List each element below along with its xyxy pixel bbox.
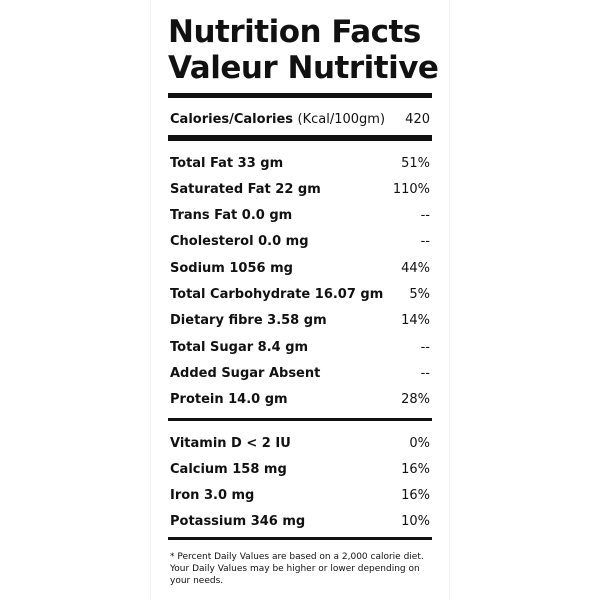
daily-value: 44% <box>401 260 430 276</box>
nutrient-name: Dietary fibre 3.58 gm <box>170 313 327 329</box>
nutrient-name: Saturated Fat 22 gm <box>170 181 321 197</box>
nutrient-row: Total Carbohydrate 16.07 gm 5% <box>170 284 430 306</box>
nutrient-row: Trans Fat 0.0 gm -- <box>170 205 430 227</box>
title: Valeur Nutritive <box>168 50 439 86</box>
daily-value: 110% <box>392 181 430 197</box>
nutrient-row: Iron 3.0 mg 16% <box>170 485 430 507</box>
daily-value: -- <box>420 339 430 355</box>
daily-value: -- <box>420 208 430 224</box>
nutrient-row: Dietary fibre 3.58 gm 14% <box>170 310 430 332</box>
nutrient-name: Sodium 1056 mg <box>170 260 293 276</box>
nutrient-name: Cholesterol 0.0 mg <box>170 234 309 250</box>
daily-value: 51% <box>401 155 430 171</box>
daily-value: -- <box>420 365 430 381</box>
nutrient-name: Vitamin D < 2 IU <box>170 435 291 451</box>
divider <box>168 418 432 421</box>
nutrient-row: Calcium 158 mg 16% <box>170 458 430 480</box>
daily-value: 5% <box>409 287 430 302</box>
nutrient-row: Cholesterol 0.0 mg -- <box>170 231 430 253</box>
divider <box>168 537 432 540</box>
nutrient-row: Protein 14.0 gm 28% <box>170 389 430 411</box>
nutrient-name: Iron 3.0 mg <box>170 488 255 504</box>
calories-row: Calories/Calories (Kcal/100gm) 420 <box>170 108 430 130</box>
nutrient-name: Calcium 158 mg <box>170 461 287 477</box>
daily-value: 28% <box>401 392 430 408</box>
daily-value: -- <box>420 234 430 250</box>
calories-name: Calories/Calories <box>170 111 293 127</box>
nutrient-row: Total Sugar 8.4 gm -- <box>170 336 430 358</box>
label-panel <box>150 0 450 600</box>
daily-value: 16% <box>401 488 430 504</box>
title: Nutrition Facts <box>168 14 421 50</box>
calories-value: 420 <box>405 111 430 127</box>
daily-value: 16% <box>401 461 430 477</box>
nutrient-name: Added Sugar Absent <box>170 365 321 381</box>
nutrient-name: Total Sugar 8.4 gm <box>170 339 309 355</box>
nutrient-row: Saturated Fat 22 gm 110% <box>170 178 430 200</box>
nutrient-row: Total Fat 33 gm 51% <box>170 152 430 174</box>
daily-value: 0% <box>409 435 430 451</box>
nutrient-row: Sodium 1056 mg 44% <box>170 257 430 279</box>
calories-label: Calories/Calories (Kcal/100gm) <box>170 112 385 127</box>
nutrient-name: Potassium 346 mg <box>170 514 306 530</box>
daily-value: 14% <box>401 313 430 329</box>
nutrient-row: Vitamin D < 2 IU 0% <box>170 432 430 454</box>
nutrient-name: Protein 14.0 gm <box>170 392 288 408</box>
nutrient-row: Potassium 346 mg 10% <box>170 511 430 533</box>
nutrient-name: Total Carbohydrate 16.07 gm <box>170 287 384 302</box>
calories-unit: (Kcal/100gm) <box>297 111 386 127</box>
divider <box>168 93 432 98</box>
daily-value: 10% <box>401 514 430 530</box>
nutrient-name: Trans Fat 0.0 gm <box>170 208 293 224</box>
nutrient-row: Added Sugar Absent -- <box>170 362 430 384</box>
divider <box>168 135 432 141</box>
nutrient-name: Total Fat 33 gm <box>170 155 284 171</box>
footnote: * Percent Daily Values are based on a 2,… <box>170 552 424 586</box>
